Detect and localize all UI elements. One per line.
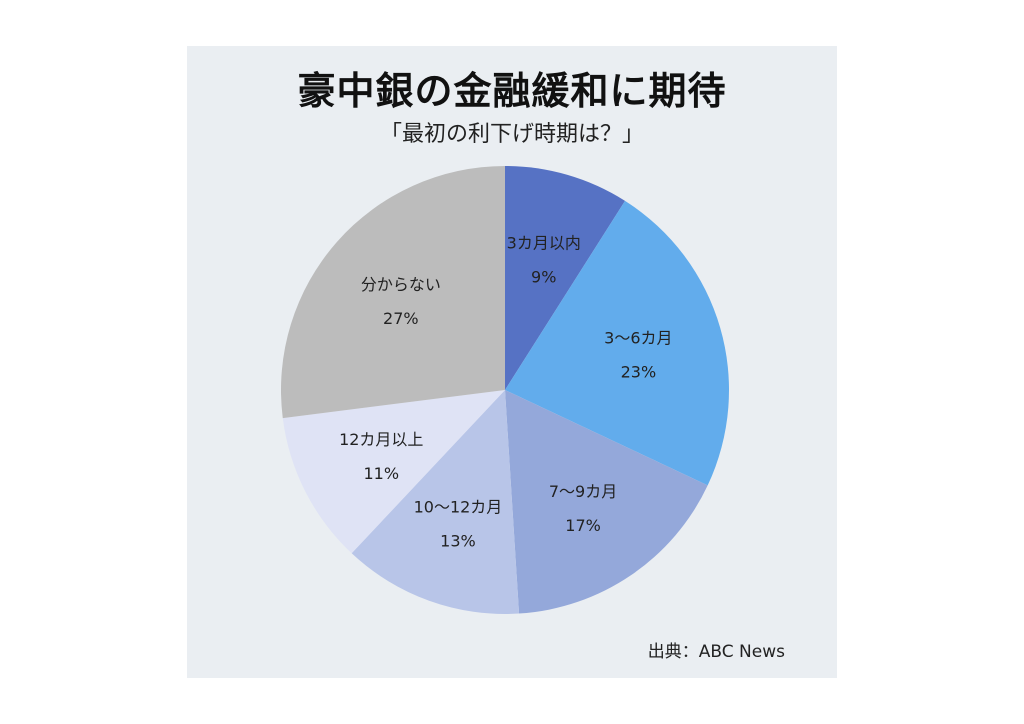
slice-category-label: 3カ月以内 bbox=[507, 234, 581, 253]
chart-panel: 豪中銀の金融緩和に期待 「最初の利下げ時期は？」 3カ月以内 9% 3～6カ月 23%… bbox=[187, 46, 837, 678]
chart-subtitle: 「最初の利下げ時期は？」 bbox=[379, 122, 644, 147]
slice-category-label: 3～6カ月 bbox=[604, 328, 672, 347]
slice-value-label: 9% bbox=[531, 268, 556, 287]
pie-slice-5 bbox=[281, 166, 505, 419]
pie-slice-1 bbox=[505, 200, 730, 486]
slice-value-label: 11% bbox=[363, 464, 399, 483]
pie-slice-0 bbox=[505, 166, 626, 390]
slice-category-label: 7～9カ月 bbox=[549, 482, 617, 501]
pie-slice-2 bbox=[505, 390, 708, 614]
slice-value-label: 13% bbox=[440, 532, 476, 551]
slice-value-label: 17% bbox=[565, 516, 601, 535]
slice-category-label: 10～12カ月 bbox=[414, 498, 503, 517]
slice-category-label: 分からない bbox=[361, 275, 441, 294]
slice-category-label: 12カ月以上 bbox=[339, 430, 423, 449]
pie-chart: 3カ月以内 9% 3～6カ月 23% 7～9カ月 17% 10～12カ月 13% 12カ月以上 1… bbox=[281, 166, 730, 614]
slice-value-label: 23% bbox=[621, 362, 657, 381]
pie-slice-3 bbox=[351, 390, 520, 614]
pie-slice-4 bbox=[282, 390, 505, 554]
source-credit: 出典：ABC News bbox=[647, 642, 785, 662]
chart-title: 豪中銀の金融緩和に期待 bbox=[297, 69, 727, 113]
slice-value-label: 27% bbox=[383, 309, 419, 328]
